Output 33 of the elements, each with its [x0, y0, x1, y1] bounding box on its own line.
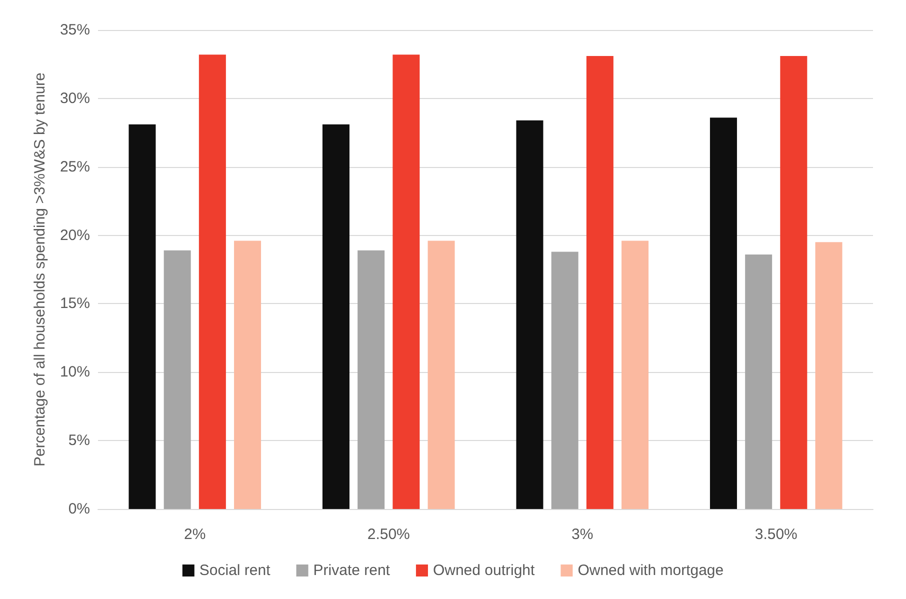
- y-tick-label: 20%: [60, 226, 90, 244]
- legend-label: Private rent: [313, 562, 391, 579]
- bar: [780, 56, 808, 509]
- y-tick-label: 0%: [68, 500, 90, 518]
- bar: [234, 240, 262, 509]
- bar: [551, 252, 578, 509]
- y-axis-title: Percentage of all households spending >3%W&S by tenure: [32, 72, 49, 467]
- x-tick-label: 3.50%: [754, 526, 798, 543]
- y-tick-label: 35%: [60, 22, 90, 38]
- bar: [516, 120, 544, 509]
- bar: [164, 250, 191, 509]
- legend-label: Owned with mortgage: [578, 562, 724, 579]
- legend-label: Owned outright: [432, 562, 536, 579]
- bar: [710, 118, 737, 509]
- bar: [622, 240, 649, 509]
- x-tick-label: 3%: [572, 526, 594, 543]
- x-tick-label: 2.50%: [367, 526, 410, 543]
- legend-label: Social rent: [199, 562, 272, 579]
- bar: [745, 254, 772, 509]
- bar: [392, 54, 420, 509]
- bar: [815, 242, 842, 509]
- bar: [198, 54, 226, 509]
- y-tick-label: 25%: [60, 158, 90, 176]
- y-tick-label: 15%: [60, 295, 90, 312]
- bar: [586, 56, 614, 509]
- x-tick-label: 2%: [184, 526, 206, 543]
- bar: [428, 240, 455, 509]
- bar: [358, 250, 385, 509]
- y-tick-label: 30%: [60, 90, 90, 107]
- bar: [128, 124, 156, 509]
- y-tick-label: 5%: [68, 432, 90, 450]
- y-tick-label: 10%: [60, 364, 90, 381]
- bar: [322, 124, 350, 509]
